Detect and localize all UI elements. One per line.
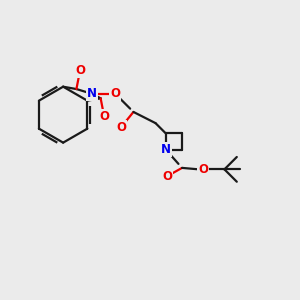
Text: O: O: [75, 64, 85, 77]
Text: O: O: [99, 110, 109, 123]
Text: N: N: [87, 87, 97, 100]
Text: O: O: [110, 87, 120, 100]
Text: O: O: [162, 169, 172, 183]
Text: N: N: [161, 143, 171, 156]
Text: O: O: [116, 121, 126, 134]
Text: O: O: [198, 163, 208, 176]
